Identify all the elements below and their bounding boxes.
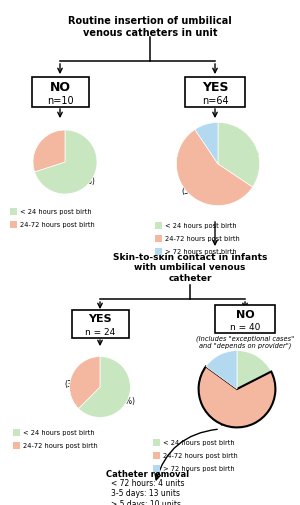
Text: < 72 hours: 4 units
3-5 days: 13 units
> 5 days: 10 units: < 72 hours: 4 units 3-5 days: 13 units >… bbox=[111, 478, 185, 505]
Bar bbox=[153, 439, 160, 445]
Text: 15
(62.5%): 15 (62.5%) bbox=[105, 386, 135, 406]
Bar bbox=[153, 465, 160, 472]
FancyBboxPatch shape bbox=[71, 311, 128, 338]
Text: NO: NO bbox=[236, 309, 254, 319]
Wedge shape bbox=[34, 131, 97, 194]
Text: 7
(70%): 7 (70%) bbox=[72, 167, 95, 186]
Bar bbox=[155, 248, 162, 255]
Wedge shape bbox=[218, 123, 260, 188]
Text: 7
(17.5%): 7 (17.5%) bbox=[236, 356, 266, 375]
Text: > 72 hours post birth: > 72 hours post birth bbox=[165, 248, 237, 255]
Bar bbox=[155, 235, 162, 242]
Bar bbox=[10, 208, 17, 215]
Text: < 24 hours post birth: < 24 hours post birth bbox=[165, 223, 237, 229]
Text: < 24 hours post birth: < 24 hours post birth bbox=[163, 439, 235, 445]
FancyBboxPatch shape bbox=[215, 306, 275, 333]
Text: 24-72 hours post birth: 24-72 hours post birth bbox=[20, 222, 95, 228]
Text: 24-72 hours post birth: 24-72 hours post birth bbox=[163, 452, 238, 458]
FancyBboxPatch shape bbox=[185, 78, 245, 108]
Bar bbox=[13, 442, 20, 448]
Text: Skin-to-skin contact in infants
with umbilical venous
catheter: Skin-to-skin contact in infants with umb… bbox=[113, 252, 267, 282]
Text: NO: NO bbox=[50, 80, 70, 93]
Wedge shape bbox=[199, 367, 275, 428]
Bar bbox=[13, 429, 20, 436]
Text: 3
(30%): 3 (30%) bbox=[35, 139, 58, 159]
Bar bbox=[10, 221, 17, 228]
Text: 22
(34.4%): 22 (34.4%) bbox=[230, 141, 260, 160]
Wedge shape bbox=[206, 351, 237, 389]
Text: Catheter removal: Catheter removal bbox=[106, 469, 190, 478]
FancyBboxPatch shape bbox=[32, 78, 88, 108]
Text: Routine insertion of umbilical
venous catheters in unit: Routine insertion of umbilical venous ca… bbox=[68, 16, 232, 37]
Text: n=64: n=64 bbox=[202, 96, 228, 106]
Wedge shape bbox=[195, 123, 218, 165]
Wedge shape bbox=[33, 131, 65, 173]
Text: 36
(56.3%): 36 (56.3%) bbox=[182, 176, 212, 195]
Text: 24-72 hours post birth: 24-72 hours post birth bbox=[165, 235, 240, 241]
Text: YES: YES bbox=[202, 80, 228, 93]
Wedge shape bbox=[79, 357, 130, 418]
Text: n = 24: n = 24 bbox=[85, 327, 115, 336]
Text: < 24 hours post birth: < 24 hours post birth bbox=[23, 429, 94, 435]
Bar bbox=[153, 451, 160, 459]
Wedge shape bbox=[237, 351, 271, 389]
Text: (Includes "exceptional cases"
and "depends on provider"): (Includes "exceptional cases" and "depen… bbox=[196, 334, 294, 348]
Bar bbox=[155, 222, 162, 229]
Text: 6
(15%): 6 (15%) bbox=[213, 355, 236, 374]
Text: 9
(37.5%): 9 (37.5%) bbox=[64, 369, 95, 388]
Text: n=10: n=10 bbox=[47, 96, 73, 106]
Text: < 24 hours post birth: < 24 hours post birth bbox=[20, 209, 92, 215]
Text: YES: YES bbox=[88, 314, 112, 324]
Text: n = 40: n = 40 bbox=[230, 322, 260, 331]
Text: > 72 hours post birth: > 72 hours post birth bbox=[163, 465, 235, 471]
Text: 24-72 hours post birth: 24-72 hours post birth bbox=[23, 442, 98, 448]
Text: 6
(9.3%): 6 (9.3%) bbox=[196, 126, 222, 145]
Text: 27
(67.5%): 27 (67.5%) bbox=[220, 407, 250, 427]
Wedge shape bbox=[176, 130, 253, 206]
Wedge shape bbox=[70, 357, 100, 409]
